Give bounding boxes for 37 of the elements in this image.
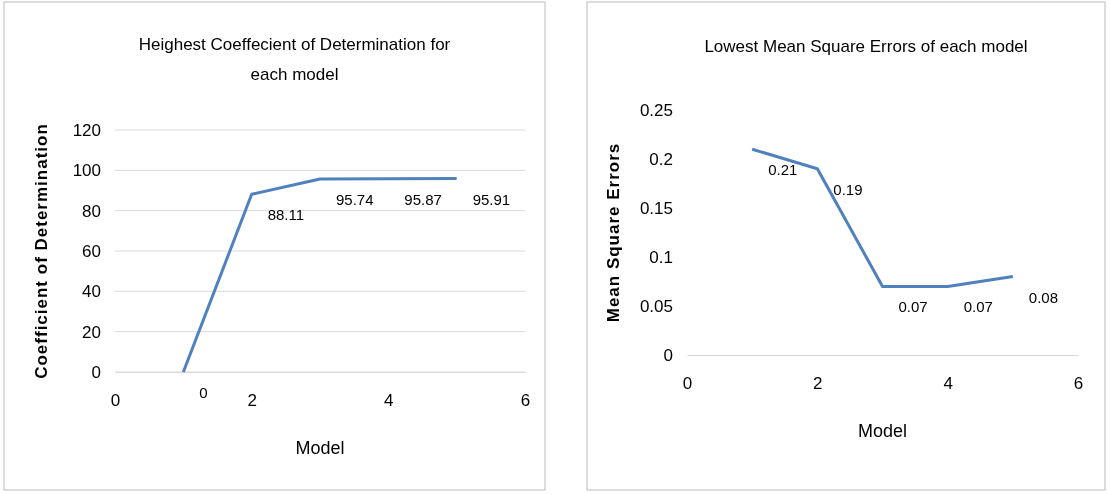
y-tick-label: 0.15 [639,198,673,218]
y-axis-title: Coefficient of Determination [32,123,51,379]
data-label: 0.19 [833,180,863,198]
data-label: 95.87 [404,190,442,208]
data-label: 0.21 [768,161,798,179]
y-tick-label: 0.05 [639,296,673,316]
y-tick-label: 0.1 [649,247,673,267]
y-tick-label: 100 [72,161,101,181]
y-tick-label: 60 [82,241,101,261]
line-series [181,177,459,374]
y-tick-label: 20 [82,322,101,342]
x-axis-title: Model [857,421,908,441]
x-tick-label: 0 [110,391,121,411]
x-tick-label: 6 [520,391,531,411]
y-tick-label: 0.2 [649,149,673,169]
data-label: 88.11 [267,206,305,224]
x-tick-label: 4 [384,391,394,411]
data-label: 0.08 [1028,288,1059,306]
data-label: 95.91 [472,190,511,208]
y-tick-label: 0 [663,345,673,365]
x-tick-label: 2 [813,374,823,394]
data-label: 0.07 [963,298,993,316]
x-tick-label: 2 [247,391,257,411]
y-tick-label: 40 [82,282,101,302]
line-series [750,147,1015,288]
y-tick-label: 80 [82,201,101,221]
x-tick-label: 0 [682,374,693,394]
x-tick-label: 4 [943,374,953,394]
x-axis-title: Model [295,438,345,458]
y-tick-label: 120 [72,120,101,140]
y-axis-title: Mean Square Errors [604,142,623,323]
chart-title: Heighest Coeffecient of Determination for each model [138,35,451,84]
x-tick-label: 6 [1073,374,1084,394]
data-label: 95.74 [336,190,374,208]
y-tick-label: 0.25 [639,100,673,120]
data-label: 0.07 [898,298,928,316]
chart-title: Lowest Mean Square Errors of each model [704,37,1028,56]
